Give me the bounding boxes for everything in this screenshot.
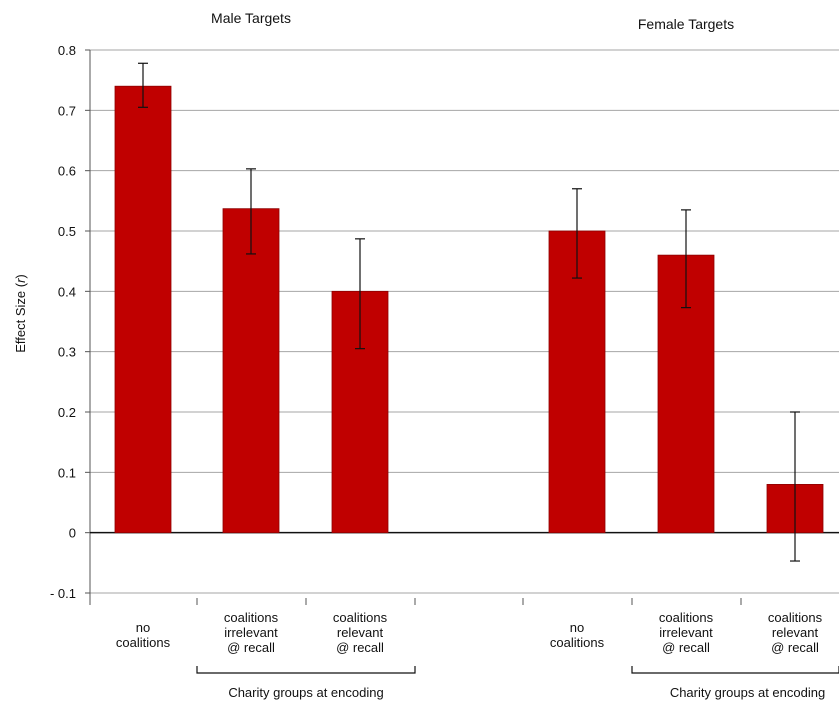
y-tick-label: 0.5 [58,224,76,239]
error-bars [138,62,800,562]
gridlines [90,49,839,594]
y-tick-label: 0.6 [58,164,76,179]
bars [114,85,824,534]
y-tick-label: 0.1 [58,465,76,480]
y-tick-label: 0.4 [58,284,76,299]
category-label: coalitions irrelevant @ recall [224,610,279,655]
bar [114,85,172,534]
y-axis-title: Effect Size (r) [13,274,28,353]
y-tick-label: - 0.1 [50,586,76,601]
bracket-label: Charity groups at encoding [228,685,383,700]
group-title: Female Targets [638,16,734,32]
bar [222,208,280,534]
y-tick-label: 0.3 [58,345,76,360]
category-label: coalitions relevant @ recall [333,610,388,655]
y-tick-label: 0.7 [58,103,76,118]
y-tick-label: 0.2 [58,405,76,420]
category-label: no coalitions [116,620,171,650]
encoding-bracket [631,666,839,674]
y-tick-label: 0.8 [58,43,76,58]
y-axis: 0.8 0.7 0.6 0.5 0.4 0.3 0.2 0.1 0 - 0.1 Effect Siz… [13,43,839,605]
bar [548,230,606,534]
category-labels: no coalitions coalitions irrelevant @ recall… [116,610,839,700]
encoding-bracket [196,666,416,674]
category-label: no coalitions [550,620,605,650]
category-label: coalitions irrelevant @ recall [659,610,714,655]
group-title: Male Targets [211,10,291,26]
bracket-label: Charity groups at encoding [670,685,825,700]
category-label: coalitions relevant @ recall [768,610,823,655]
group-titles: Male Targets Female Targets [211,10,734,32]
y-tick-label: 0 [69,526,76,541]
